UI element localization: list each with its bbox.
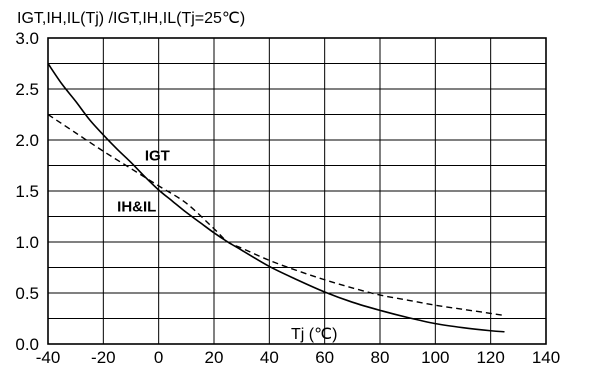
tick-layer: -40 -20 0 20 40 60 80 100 120 140 0.0 0.5 1.0 1.5 2.0 2… [15,29,560,367]
title-layer: IGT,IH,IL(Tj) /IGT,IH,IL(Tj=25℃) [17,10,245,27]
y-tick-label: 1.0 [15,233,39,252]
x-tick-label: -40 [36,348,61,367]
x-tick-label: 60 [315,348,334,367]
frame-layer [47,37,547,345]
x-tick-label: 140 [532,348,560,367]
y-tick-label: 0.5 [15,284,39,303]
series-layer [47,63,505,333]
x-tick-label: 80 [371,348,390,367]
y-tick-label: 1.5 [15,182,39,201]
x-tick-label: 20 [205,348,224,367]
series-line-igt [47,63,505,333]
series-annotation: IH&IL [117,198,156,215]
y-tick-label: 2.5 [15,80,39,99]
y-tick-label: 2.0 [15,131,39,150]
x-tick-label: 40 [260,348,279,367]
x-tick-label: 0 [154,348,163,367]
series-annotation: IGT [145,147,170,164]
plot-frame [47,37,547,345]
annotation-layer: Tj (℃) IGT IH&IL [117,147,337,343]
x-tick-label: 100 [421,348,449,367]
grid-layer [47,37,547,345]
x-axis-label: Tj (℃) [291,326,337,343]
y-tick-label: 0.0 [15,335,39,354]
chart-title: IGT,IH,IL(Tj) /IGT,IH,IL(Tj=25℃) [17,10,245,27]
x-tick-label: -20 [91,348,116,367]
x-tick-label: 120 [476,348,504,367]
y-tick-label: 3.0 [15,29,39,48]
